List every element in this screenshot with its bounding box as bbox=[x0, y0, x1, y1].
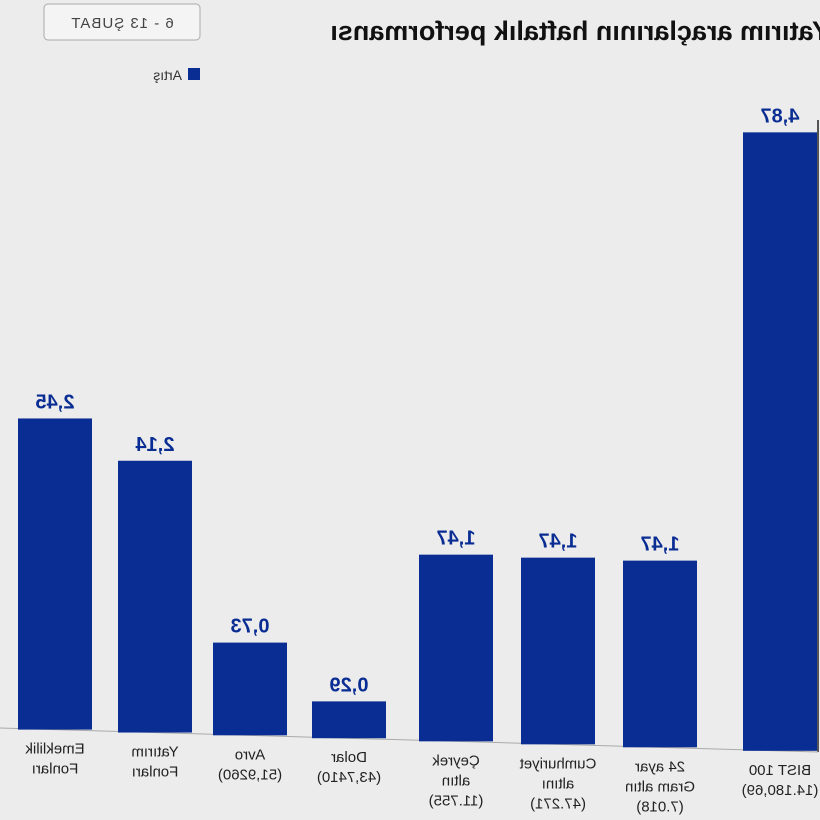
value-label: 4,87 bbox=[761, 105, 800, 127]
category-label: (47.271) bbox=[530, 795, 586, 812]
chart-title: Yatırım araçlarının haftalık performansı bbox=[330, 16, 820, 46]
category-label: (43,7410) bbox=[317, 769, 381, 786]
value-label: 0,73 bbox=[231, 616, 270, 638]
bar bbox=[118, 460, 192, 733]
category-label: (7.018) bbox=[636, 798, 684, 815]
bar bbox=[18, 418, 92, 730]
category-label: BIST 100 bbox=[749, 762, 811, 779]
category-label: altını bbox=[542, 775, 575, 792]
date-range: 6 - 13 ŞUBAT bbox=[70, 15, 173, 32]
bar bbox=[213, 642, 287, 736]
date-badge bbox=[43, 3, 201, 41]
bar bbox=[623, 560, 697, 748]
value-label: 2,14 bbox=[135, 434, 175, 456]
value-label: 1,47 bbox=[437, 528, 476, 550]
category-label: Fonları bbox=[132, 764, 179, 781]
bar bbox=[312, 701, 386, 739]
category-label: altın bbox=[442, 772, 470, 789]
category-label: 24 ayar bbox=[635, 758, 685, 775]
legend-label: Artış bbox=[153, 67, 182, 83]
legend-swatch bbox=[188, 68, 200, 80]
bar bbox=[743, 132, 817, 751]
category-label: Çeyrek bbox=[432, 752, 480, 769]
value-label: 0,29 bbox=[330, 674, 369, 696]
category-label: Fonları bbox=[32, 761, 79, 778]
category-label: (14.180,69) bbox=[742, 782, 819, 799]
category-label: Dolar bbox=[331, 749, 367, 766]
category-label: Yatırım bbox=[131, 744, 178, 761]
value-label: 1,47 bbox=[539, 531, 578, 553]
value-label: 1,47 bbox=[641, 534, 680, 556]
category-label: Emeklilik bbox=[25, 741, 85, 758]
category-label: Gram altın bbox=[625, 778, 695, 795]
category-label: Cumhuriyet bbox=[519, 755, 597, 772]
value-label: 2,45 bbox=[36, 391, 75, 413]
category-label: Avro bbox=[235, 746, 266, 763]
bar bbox=[419, 554, 493, 742]
category-label: (51,9260) bbox=[218, 766, 282, 783]
category-label: (11.755) bbox=[429, 792, 484, 809]
bar bbox=[521, 557, 595, 745]
